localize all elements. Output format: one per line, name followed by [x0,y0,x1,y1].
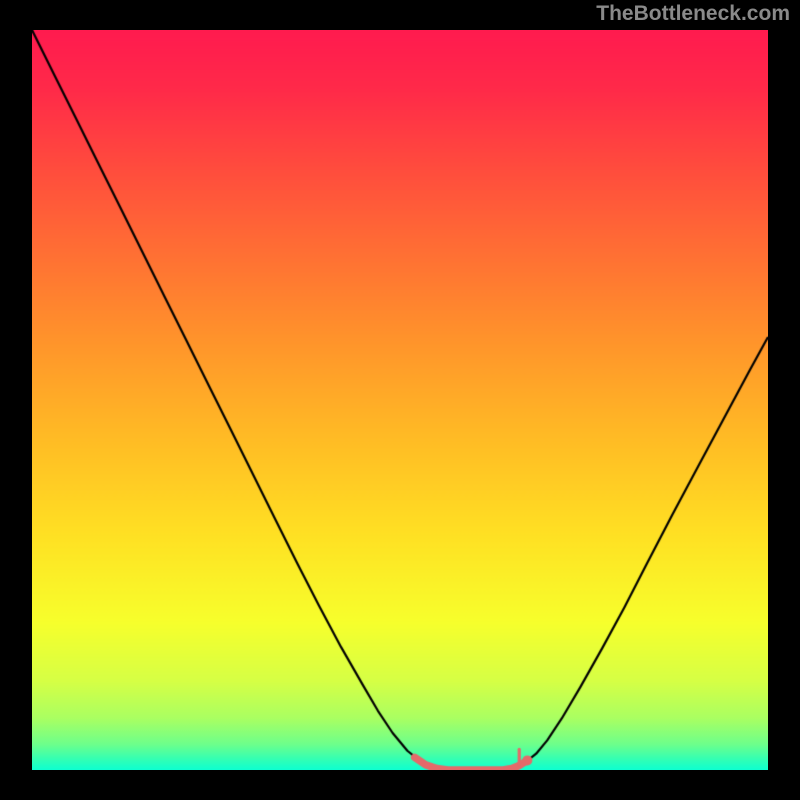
chart-stage: TheBottleneck.com [0,0,800,800]
watermark-label: TheBottleneck.com [596,2,790,26]
bottleneck-curve-chart [32,30,768,770]
